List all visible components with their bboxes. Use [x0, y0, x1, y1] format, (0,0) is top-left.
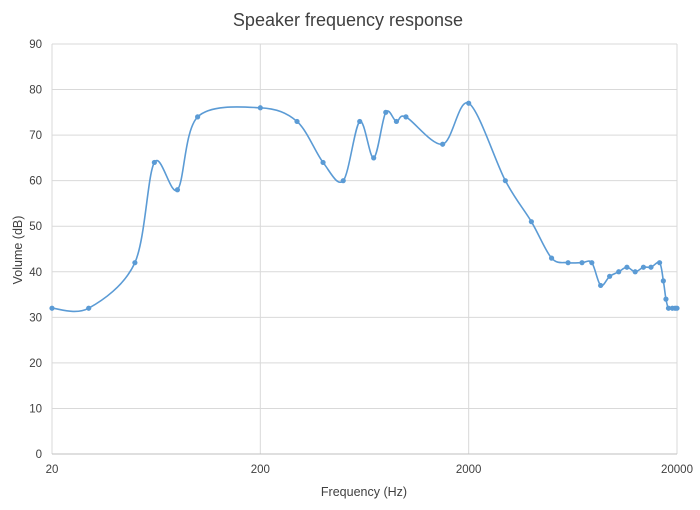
- data-point: [656, 260, 663, 266]
- grid: [52, 43, 678, 454]
- data-point: [502, 178, 508, 184]
- x-tick-label: 200: [251, 464, 270, 476]
- data-point: [132, 260, 138, 266]
- data-point: [665, 305, 672, 311]
- data-point: [648, 264, 654, 270]
- y-tick-label: 10: [29, 403, 42, 415]
- data-point: [393, 118, 400, 125]
- data-point: [632, 269, 638, 275]
- data-point: [49, 305, 55, 311]
- data-point: [151, 159, 157, 166]
- y-tick-labels: 0 10 20 30 40 50 60 70 80 90: [29, 39, 42, 461]
- data-point: [195, 114, 201, 120]
- data-point: [528, 219, 534, 225]
- chart-title: Speaker frequency response: [233, 10, 463, 30]
- data-point: [548, 255, 555, 261]
- data-point: [320, 159, 326, 166]
- data-point: [440, 141, 446, 147]
- data-point: [660, 278, 666, 284]
- series-line: [51, 102, 677, 313]
- x-axis-title: Frequency (Hz): [321, 485, 407, 499]
- data-point: [579, 260, 585, 266]
- axes: [51, 44, 677, 455]
- x-tick-label: 2000: [456, 464, 482, 476]
- y-tick-label: 30: [29, 312, 42, 324]
- data-point: [403, 114, 409, 120]
- y-tick-label: 80: [29, 85, 42, 97]
- y-tick-label: 50: [29, 221, 42, 233]
- data-point: [598, 282, 604, 289]
- data-point: [174, 187, 181, 193]
- x-tick-label: 20: [46, 464, 59, 476]
- y-tick-label: 90: [29, 39, 42, 51]
- y-tick-label: 60: [29, 176, 42, 188]
- y-tick-label: 40: [29, 267, 42, 279]
- data-point: [383, 109, 389, 115]
- data-point: [357, 118, 363, 125]
- data-point: [616, 269, 622, 275]
- x-tick-label: 20000: [661, 464, 693, 476]
- data-point: [624, 264, 630, 270]
- data-point: [371, 155, 377, 161]
- data-point: [674, 305, 680, 311]
- data-point: [257, 105, 263, 111]
- data-point: [607, 273, 613, 279]
- y-tick-label: 20: [29, 358, 42, 370]
- data-point: [589, 260, 595, 266]
- data-point: [663, 296, 669, 302]
- series-frequency-response: [49, 100, 680, 313]
- x-tick-labels: 20 200 2000 20000: [46, 464, 693, 476]
- data-point: [294, 118, 300, 125]
- y-tick-label: 70: [29, 130, 42, 142]
- y-tick-label: 0: [36, 449, 42, 461]
- data-point: [565, 260, 571, 266]
- data-point: [340, 178, 346, 184]
- data-point: [86, 305, 92, 311]
- data-point: [466, 100, 472, 106]
- y-axis-title: Volume (dB): [11, 216, 25, 285]
- data-point: [640, 264, 647, 270]
